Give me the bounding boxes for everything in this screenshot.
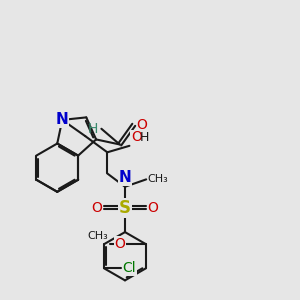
Text: CH₃: CH₃ — [88, 231, 108, 241]
Text: O: O — [131, 130, 142, 144]
Text: N: N — [118, 170, 131, 185]
Text: H: H — [88, 122, 98, 136]
Text: S: S — [119, 199, 131, 217]
Text: O: O — [92, 201, 102, 215]
Text: O: O — [137, 118, 148, 132]
Text: O: O — [114, 237, 125, 251]
Text: N: N — [56, 112, 69, 128]
Text: CH₃: CH₃ — [148, 174, 168, 184]
Text: O: O — [148, 201, 158, 215]
Text: Cl: Cl — [122, 261, 136, 275]
Text: H: H — [140, 131, 149, 144]
